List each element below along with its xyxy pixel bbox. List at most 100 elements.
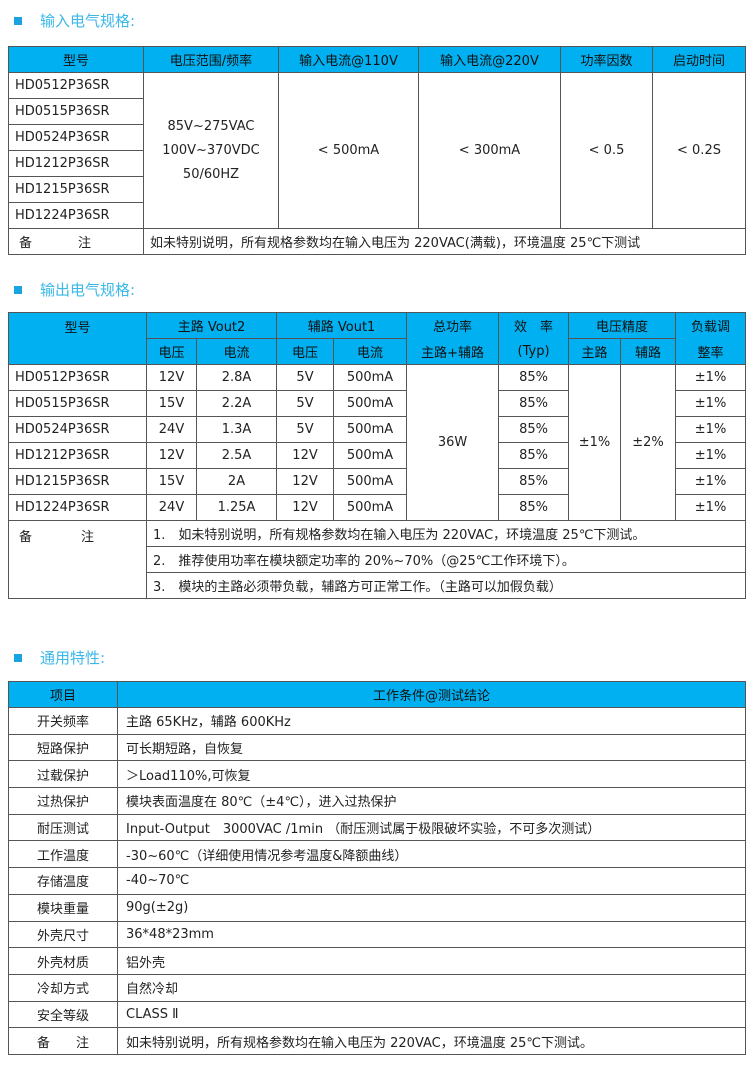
aux-current-cell: 500mA	[333, 494, 408, 521]
item-cell: 过热保护	[8, 787, 118, 815]
item-cell: 外壳尺寸	[8, 920, 118, 949]
header-row: 电压 电流 电压 电流 主路+辅路 (Typ) 主路 辅路 整率	[9, 338, 747, 365]
header-cell: 电流	[333, 338, 408, 365]
aux-voltage-cell: 5V	[276, 390, 335, 417]
main-current-cell: 2A	[195, 468, 278, 495]
value-cell: 如未特别说明，所有规格参数均在输入电压为 220VAC，环境温度 25℃下测试。	[117, 1027, 746, 1055]
header-cell: 工作条件@测试结论	[117, 681, 746, 708]
model-cell: HD1215P36SR	[8, 176, 144, 203]
table-row: HD1224P36SR 24V 1.25A 12V 500mA 85% ±1%	[8, 494, 747, 521]
value-cell: CLASS Ⅱ	[117, 1000, 746, 1029]
table-row: 外壳尺寸 36*48*23mm	[8, 920, 746, 949]
value-cell: 36*48*23mm	[117, 920, 746, 949]
main-current-cell: 1.3A	[195, 416, 278, 443]
load-regulation-cell: ±1%	[675, 416, 747, 443]
header-cell: 输入电流@220V	[418, 46, 561, 73]
item-cell: 外壳材质	[8, 947, 118, 975]
header-cell: 功率因数	[560, 46, 653, 73]
main-voltage-cell: 12V	[146, 442, 197, 469]
model-cell: HD0512P36SR	[8, 364, 147, 391]
value-cell: 90g(±2g)	[117, 893, 746, 922]
note-row: 3. 模块的主路必须带负载，辅路方可正常工作。（主路可以加假负载）	[9, 572, 747, 599]
main-current-cell: 2.2A	[195, 390, 278, 417]
header-cell: 输入电流@110V	[278, 46, 419, 73]
header-cell: 主路+辅路	[406, 338, 500, 365]
aux-current-cell: 500mA	[333, 468, 408, 495]
table-row: HD0512P36SR 85V~275VAC 100V~370VDC 50/60…	[8, 72, 746, 229]
header-cell: 负载调	[675, 312, 747, 339]
header-cell: 电压	[146, 338, 197, 365]
aux-current-cell: 500mA	[333, 364, 408, 391]
note-text: 如未特别说明，所有规格参数均在输入电压为 220VAC(满载)，环境温度 25℃…	[143, 228, 746, 255]
item-cell: 安全等级	[8, 1000, 118, 1029]
section-title-output: 输出电气规格:	[14, 279, 135, 300]
table-row: 短路保护 可长期短路，自恢复	[8, 733, 746, 762]
table-row: 存储温度 -40~70℃	[8, 867, 746, 895]
value-cell: -40~70℃	[117, 867, 746, 895]
aux-voltage-cell: 12V	[276, 494, 335, 521]
total-power-cell: 36W	[406, 364, 500, 521]
load-regulation-cell: ±1%	[675, 364, 747, 391]
note-label: 备注	[8, 228, 144, 255]
item-cell: 过载保护	[8, 760, 118, 789]
model-cell: HD1212P36SR	[8, 442, 147, 469]
header-cell: 电流	[195, 338, 278, 365]
header-cell: (Typ)	[498, 338, 570, 365]
header-cell: 型号	[8, 46, 144, 73]
header-cell: 主路 Vout2	[145, 312, 278, 339]
value-cell: 主路 65KHz，辅路 600KHz	[117, 707, 746, 735]
table-row: 冷却方式 自然冷却	[8, 973, 746, 1002]
efficiency-cell: 85%	[498, 364, 570, 391]
load-regulation-cell: ±1%	[675, 442, 747, 469]
efficiency-cell: 85%	[498, 494, 570, 521]
main-voltage-cell: 24V	[146, 416, 197, 443]
note-row: 2. 推荐使用功率在模块额定功率的 20%~70%（@25℃工作环境下）。	[9, 546, 747, 573]
table-row: HD0515P36SR 15V 2.2A 5V 500mA 85% ±1%	[8, 390, 747, 417]
table-row: 开关频率 主路 65KHz，辅路 600KHz	[8, 707, 746, 735]
item-cell: 短路保护	[8, 733, 118, 762]
bullet-square-icon	[14, 16, 22, 25]
header-cell: 效 率	[498, 312, 570, 339]
main-current-cell: 2.5A	[195, 442, 278, 469]
item-cell: 开关频率	[8, 707, 118, 735]
header-cell: 启动时间	[652, 46, 746, 73]
model-cell: HD1224P36SR	[8, 494, 147, 521]
model-cell: HD1212P36SR	[8, 150, 144, 177]
aux-voltage-cell: 5V	[276, 416, 335, 443]
voltage-line: 100V~370VDC	[162, 142, 260, 158]
table-row: HD0515P36SR	[8, 98, 746, 125]
main-voltage-cell: 12V	[146, 364, 197, 391]
note-text: 3. 模块的主路必须带负载，辅路方可正常工作。（主路可以加假负载）	[145, 572, 747, 599]
section-title-general: 通用特性:	[14, 647, 105, 668]
voltage-line: 85V~275VAC	[167, 118, 255, 134]
header-cell: 辅路	[620, 338, 677, 365]
efficiency-cell: 85%	[498, 390, 570, 417]
bullet-square-icon	[14, 285, 22, 294]
load-regulation-cell: ±1%	[675, 390, 747, 417]
table-row: HD0524P36SR	[8, 124, 746, 151]
aux-voltage-cell: 12V	[276, 442, 335, 469]
note-label: 备注	[8, 520, 147, 599]
aux-accuracy-cell: ±2%	[620, 364, 677, 521]
section-title-text: 输出电气规格:	[40, 281, 136, 299]
value-cell: Input-Output 3000VAC /1min （耐压测试属于极限破坏实验…	[117, 813, 746, 842]
efficiency-cell: 85%	[498, 468, 570, 495]
model-cell: HD0515P36SR	[8, 390, 147, 417]
bullet-square-icon	[14, 653, 22, 662]
current-110-cell: < 500mA	[278, 72, 419, 229]
header-cell: 项目	[8, 681, 118, 708]
value-cell: 铝外壳	[117, 947, 746, 975]
header-cell: 电压精度	[568, 312, 677, 339]
efficiency-cell: 85%	[498, 416, 570, 443]
table-row: HD1215P36SR	[8, 176, 746, 203]
general-spec-table: 项目 工作条件@测试结论 开关频率 主路 65KHz，辅路 600KHz 短路保护可…	[8, 681, 746, 1055]
value-cell: 自然冷却	[117, 973, 746, 1002]
table-row: HD0512P36SR 12V 2.8A 5V 500mA 36W 85% ±1% ±2% ±1%	[8, 364, 747, 521]
header-cell: 整率	[675, 338, 747, 365]
aux-current-cell: 500mA	[333, 442, 408, 469]
header-cell: 辅路 Vout1	[276, 312, 408, 339]
main-current-cell: 1.25A	[195, 494, 278, 521]
note-row: 备注 如未特别说明，所有规格参数均在输入电压为 220VAC(满载)，环境温度 …	[8, 228, 746, 255]
item-cell: 冷却方式	[8, 973, 118, 1002]
note-text: 2. 推荐使用功率在模块额定功率的 20%~70%（@25℃工作环境下）。	[145, 546, 747, 573]
